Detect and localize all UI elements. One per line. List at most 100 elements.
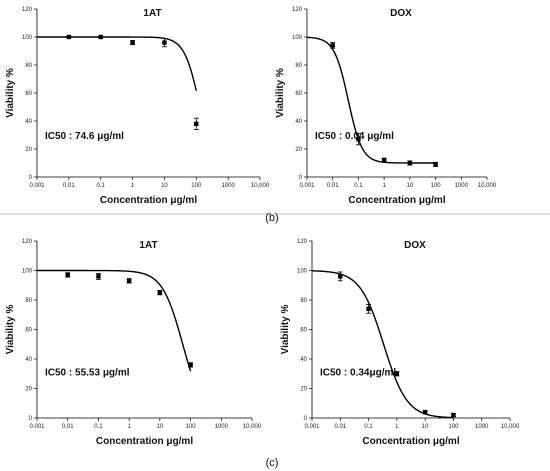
fit-curve bbox=[37, 269, 192, 372]
data-point bbox=[65, 272, 70, 278]
ic50-annotation: IC50 : 55.53 μg/ml bbox=[45, 368, 130, 379]
y-tick-label: 60 bbox=[295, 91, 302, 97]
y-tick-label: 80 bbox=[25, 63, 32, 69]
y-tick-label: 20 bbox=[25, 387, 32, 393]
data-point bbox=[366, 306, 371, 312]
y-axis-label: Viability % bbox=[280, 304, 291, 354]
chart-panel-1: 0 20 40 60 80 100 120 0.001 0.01 0.1 1 10 100 1000 10,… bbox=[5, 7, 270, 206]
y-tick-label: 0 bbox=[304, 416, 308, 422]
chart-title: 1AT bbox=[139, 240, 157, 251]
data-point bbox=[98, 34, 103, 40]
x-tick-label: 10 bbox=[407, 183, 414, 189]
x-tick-label: 0.01 bbox=[63, 183, 75, 189]
x-tick-label: 1000 bbox=[215, 424, 229, 430]
chart-title: 1AT bbox=[143, 8, 161, 19]
panel-letter-c: (c) bbox=[266, 457, 279, 469]
data-point bbox=[407, 160, 413, 166]
y-tick-label: 60 bbox=[25, 91, 32, 97]
x-tick-label: 10,000 bbox=[478, 183, 497, 189]
chart-title: DOX bbox=[404, 240, 426, 251]
panel-letter-b: (b) bbox=[265, 212, 278, 224]
data-point bbox=[157, 290, 163, 295]
x-axis-label: Concentration μg/ml bbox=[96, 436, 193, 447]
chart-panel-2: 0 20 40 60 80 100 120 0.001 0.01 0.1 1 10 100 1000 10,… bbox=[275, 7, 497, 206]
fit-curve bbox=[306, 36, 436, 164]
x-tick-label: 1 bbox=[127, 424, 131, 430]
y-axis-label: Viability % bbox=[275, 68, 286, 118]
data-point bbox=[356, 137, 361, 142]
ic50-annotation: IC50 : 74.6 μg/ml bbox=[45, 131, 124, 142]
data-point bbox=[194, 121, 199, 126]
data-point bbox=[394, 371, 400, 376]
x-tick-label: 1 bbox=[382, 183, 386, 189]
y-tick-label: 0 bbox=[29, 175, 33, 181]
data-point bbox=[126, 278, 132, 284]
x-tick-label: 0.1 bbox=[354, 183, 363, 189]
y-tick-label: 100 bbox=[22, 269, 33, 275]
x-tick-label: 100 bbox=[431, 183, 442, 189]
y-tick-label: 120 bbox=[297, 239, 308, 245]
x-tick-label: 0.01 bbox=[334, 424, 346, 430]
x-tick-label: 1 bbox=[395, 424, 399, 430]
data-point bbox=[162, 40, 167, 45]
y-tick-label: 100 bbox=[297, 269, 308, 275]
y-tick-label: 60 bbox=[300, 328, 307, 334]
y-tick-label: 20 bbox=[300, 387, 307, 393]
x-axis-label: Concentration μg/ml bbox=[362, 436, 459, 447]
x-tick-label: 10 bbox=[422, 424, 429, 430]
y-tick-label: 20 bbox=[25, 147, 32, 153]
data-point bbox=[422, 409, 428, 415]
y-tick-label: 120 bbox=[292, 7, 303, 13]
y-tick-label: 40 bbox=[295, 119, 302, 125]
x-tick-label: 0.1 bbox=[364, 424, 373, 430]
x-tick-label: 10,000 bbox=[243, 424, 262, 430]
ic50-annotation: IC50 : 0.04 μg/ml bbox=[315, 131, 394, 142]
y-tick-label: 100 bbox=[292, 35, 303, 41]
x-tick-label: 0.001 bbox=[304, 424, 320, 430]
y-axis-label: Viability % bbox=[5, 304, 16, 354]
data-point bbox=[330, 43, 335, 48]
x-tick-label: 10 bbox=[161, 183, 168, 189]
data-point bbox=[130, 40, 135, 45]
chart-panel-3: 0 20 40 60 80 100 120 0.001 0.01 0.1 1 10 100 1000 10,… bbox=[5, 239, 262, 447]
y-tick-label: 40 bbox=[300, 357, 307, 363]
x-tick-label: 10,000 bbox=[251, 183, 270, 189]
ic50-annotation: IC50 : 0.34μg/ml bbox=[320, 368, 396, 379]
data-point bbox=[451, 412, 456, 418]
x-axis-label: Concentration μg/ml bbox=[100, 195, 197, 206]
data-point bbox=[433, 162, 438, 167]
x-axis-label: Concentration μg/ml bbox=[348, 195, 445, 206]
y-tick-label: 40 bbox=[25, 119, 32, 125]
x-tick-label: 1000 bbox=[221, 183, 235, 189]
x-tick-label: 0.01 bbox=[327, 183, 339, 189]
data-point bbox=[188, 362, 193, 368]
x-tick-label: 100 bbox=[448, 424, 459, 430]
x-tick-label: 100 bbox=[186, 424, 197, 430]
y-tick-label: 0 bbox=[29, 416, 33, 422]
chart-panel-4: 0 20 40 60 80 100 120 0.001 0.01 0.1 1 10 100 1000 10,… bbox=[280, 239, 520, 447]
y-tick-label: 40 bbox=[25, 357, 32, 363]
y-tick-label: 20 bbox=[295, 147, 302, 153]
data-point bbox=[66, 34, 72, 40]
x-tick-label: 1000 bbox=[475, 424, 489, 430]
x-tick-label: 1 bbox=[131, 183, 135, 189]
x-tick-label: 0.1 bbox=[94, 424, 103, 430]
x-tick-label: 0.001 bbox=[29, 424, 45, 430]
y-tick-label: 120 bbox=[22, 7, 33, 13]
x-tick-label: 0.01 bbox=[62, 424, 74, 430]
y-tick-label: 80 bbox=[295, 63, 302, 69]
x-tick-label: 10 bbox=[157, 424, 164, 430]
x-tick-label: 100 bbox=[191, 183, 202, 189]
x-tick-label: 1000 bbox=[455, 183, 469, 189]
y-tick-label: 0 bbox=[299, 175, 303, 181]
y-tick-label: 80 bbox=[300, 298, 307, 304]
data-point bbox=[381, 158, 387, 163]
y-axis-label: Viability % bbox=[5, 68, 16, 118]
data-point bbox=[338, 274, 343, 279]
x-tick-label: 0.001 bbox=[29, 183, 45, 189]
x-tick-label: 0.001 bbox=[299, 183, 315, 189]
chart-title: DOX bbox=[390, 8, 412, 19]
data-point bbox=[96, 274, 101, 279]
y-tick-label: 120 bbox=[22, 239, 33, 245]
